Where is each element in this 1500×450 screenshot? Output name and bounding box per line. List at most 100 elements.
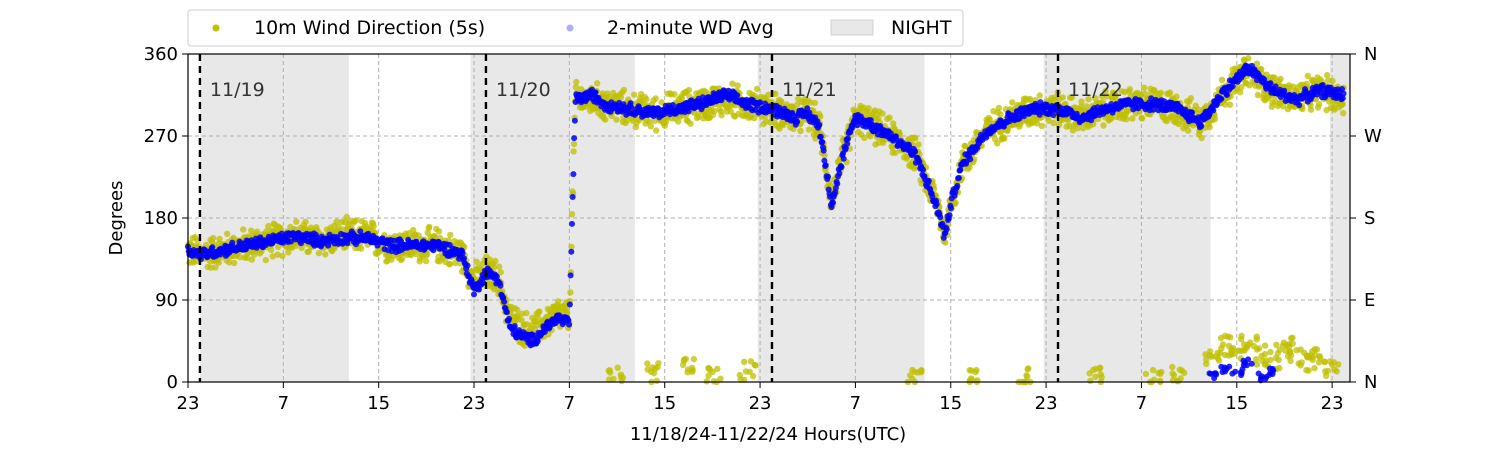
point-0-86 <box>230 259 238 267</box>
point-0-1870 <box>1187 95 1195 102</box>
point-0-981 <box>710 107 718 115</box>
day-label-2: 11/21 <box>782 79 837 101</box>
x-tick-label-3: 23 <box>463 393 486 414</box>
point-0-1659 <box>1074 125 1081 132</box>
north-point-3-2 <box>1248 360 1255 367</box>
low-point-18-9 <box>1297 346 1304 353</box>
point-0-799 <box>613 116 620 123</box>
low-point-0-8 <box>618 377 625 385</box>
point-1-1065 <box>946 212 953 219</box>
point-1-1350 <box>1150 106 1157 113</box>
point-1-1023 <box>916 158 923 165</box>
point-0-2154 <box>1340 110 1347 117</box>
day-label-1: 11/20 <box>496 79 551 101</box>
day-markers: 11/19 11/20 11/21 11/22 <box>198 54 1123 382</box>
x-tick-label-0: 23 <box>177 393 200 414</box>
right-tick-label-1: E <box>1364 290 1375 311</box>
low-point-20-9 <box>1315 359 1323 366</box>
point-0-498 <box>451 259 459 267</box>
day-label-3: 11/22 <box>1068 79 1123 101</box>
north-point-4-4 <box>1262 375 1269 382</box>
point-0-1570 <box>1026 95 1034 103</box>
point-0-1843 <box>1173 93 1180 100</box>
point-0-707 <box>564 308 571 316</box>
right-tick-label-2: S <box>1364 208 1375 229</box>
point-1-1094 <box>967 156 974 163</box>
point-1-1445 <box>1218 95 1225 102</box>
point-0-399 <box>398 255 406 263</box>
point-0-1964 <box>1238 84 1245 91</box>
low-point-17-8 <box>1274 350 1282 357</box>
low-point-12-3 <box>1217 334 1225 342</box>
point-1-1078 <box>955 174 962 181</box>
north-point-3-5 <box>1242 360 1248 366</box>
low-point-4-1 <box>749 372 757 380</box>
low-point-1-6 <box>649 364 656 371</box>
point-1-540 <box>571 135 578 142</box>
low-point-9-3 <box>1151 376 1158 383</box>
point-0-450 <box>426 223 433 231</box>
point-0-2094 <box>1307 106 1315 113</box>
point-1-852 <box>794 118 801 125</box>
point-1-1434 <box>1210 107 1217 114</box>
point-1-570 <box>592 89 599 96</box>
point-0-1679 <box>1085 96 1092 103</box>
point-0-763 <box>594 80 601 87</box>
legend-label-wind-direction: 10m Wind Direction (5s) <box>254 17 485 39</box>
point-1-449 <box>506 315 513 322</box>
low-point-5-9 <box>917 367 925 374</box>
point-0-158 <box>269 253 276 260</box>
point-1-1554 <box>1296 102 1303 109</box>
x-tick-label-4: 7 <box>564 393 575 414</box>
point-1-442 <box>501 298 508 305</box>
point-0-2134 <box>1329 77 1336 85</box>
point-0-1106 <box>778 98 785 105</box>
point-1-866 <box>804 105 811 112</box>
point-0-2042 <box>1279 103 1287 110</box>
point-0-1711 <box>1102 87 1109 95</box>
x-tick-label-10: 7 <box>1136 393 1147 414</box>
low-point-20-6 <box>1313 346 1321 353</box>
point-0-129 <box>254 228 261 235</box>
point-1-1453 <box>1224 92 1230 98</box>
point-1-1616 <box>1340 90 1347 97</box>
point-0-855 <box>643 96 650 103</box>
point-0-444 <box>422 257 430 265</box>
north-point-4-5 <box>1258 374 1264 381</box>
low-point-11-1 <box>1202 360 1210 367</box>
x-tick-label-1: 7 <box>278 393 289 414</box>
point-1-446 <box>503 309 510 316</box>
point-1-1615 <box>1339 95 1346 102</box>
low-point-15-6 <box>1255 345 1263 352</box>
point-1-955 <box>867 117 874 124</box>
point-0-2037 <box>1277 75 1284 83</box>
point-0-1890 <box>1198 134 1205 142</box>
point-0-1977 <box>1245 55 1252 62</box>
point-0-573 <box>492 257 499 265</box>
x-tick-label-11: 15 <box>1225 393 1248 414</box>
low-point-7-9 <box>1025 365 1032 372</box>
point-0-1865 <box>1185 127 1192 134</box>
low-point-3-3 <box>714 365 721 373</box>
north-point-4-3 <box>1255 370 1262 377</box>
point-0-1015 <box>729 80 736 87</box>
point-1-457 <box>511 323 518 329</box>
x-axis-label: 11/18/24-11/22/24 Hours(UTC) <box>630 424 906 445</box>
point-0-1665 <box>1077 103 1085 110</box>
point-1-1514 <box>1267 80 1274 87</box>
legend-patch-night <box>830 19 874 36</box>
point-0-1605 <box>1045 117 1053 124</box>
point-0-168 <box>274 243 282 251</box>
north-point-5-5 <box>1266 365 1273 372</box>
point-1-1047 <box>933 201 940 208</box>
point-0-219 <box>302 218 309 225</box>
point-1-489 <box>534 338 541 345</box>
point-0-1915 <box>1211 115 1219 123</box>
low-point-6-9 <box>972 369 979 376</box>
point-1-936 <box>854 122 861 129</box>
point-1-1080 <box>957 166 964 173</box>
point-1-902 <box>830 199 836 206</box>
low-point-16-4 <box>1267 356 1274 364</box>
north-point-0-5 <box>1212 370 1219 377</box>
